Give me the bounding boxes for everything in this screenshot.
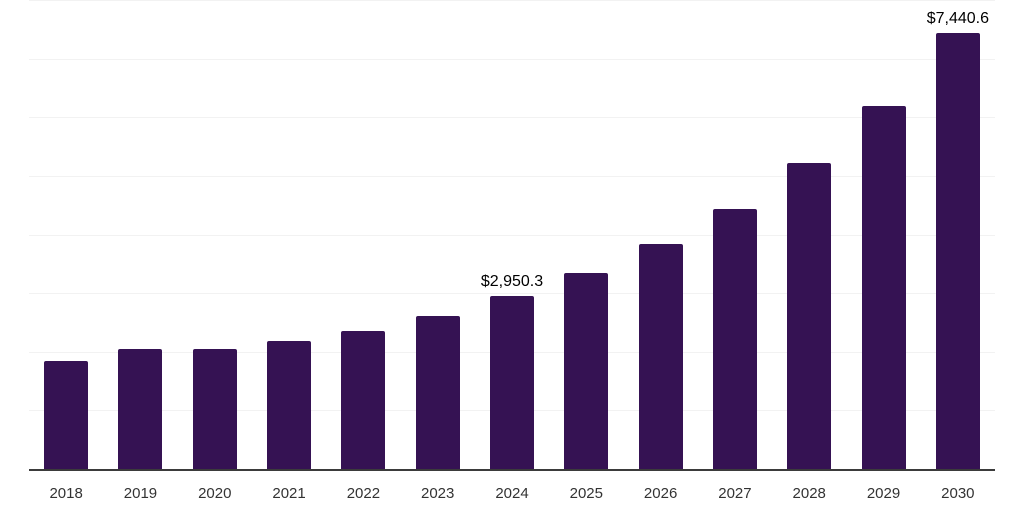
bar-2022 (341, 330, 386, 469)
x-tick-label-2026: 2026 (643, 485, 678, 502)
x-tick-label-2020: 2020 (198, 485, 232, 502)
x-tick-label-2028: 2028 (792, 485, 826, 502)
bar-2028 (787, 162, 832, 469)
gridline-6000 (29, 117, 995, 119)
data-label-2030: $7,440.6 (926, 9, 989, 27)
bar-2018 (44, 360, 89, 469)
bar-2024 (490, 296, 534, 469)
bar-2020 (192, 348, 237, 469)
gridline-8000 (29, 0, 995, 1)
gridline-5000 (29, 175, 995, 177)
x-tick-label-2024: 2024 (495, 485, 529, 502)
bar-2023 (415, 315, 460, 469)
x-axis-line (29, 469, 995, 471)
bar-2027 (712, 208, 757, 469)
gridline-4000 (29, 234, 995, 236)
x-tick-label-2025: 2025 (569, 485, 603, 502)
x-tick-label-2027: 2027 (718, 485, 752, 502)
bar-2019 (118, 349, 163, 469)
bar-2021 (267, 340, 312, 469)
bar-2029 (861, 105, 906, 469)
data-label-2024: $2,950.3 (480, 273, 544, 291)
x-tick-label-2019: 2019 (123, 485, 158, 502)
bar-2030 (935, 32, 980, 469)
x-tick-label-2029: 2029 (866, 485, 901, 502)
bar-2025 (564, 273, 609, 469)
bar-2026 (638, 243, 683, 469)
gridline-3000 (29, 293, 995, 295)
gridline-7000 (29, 58, 995, 60)
x-tick-label-2018: 2018 (49, 485, 83, 502)
x-tick-label-2022: 2022 (346, 485, 381, 502)
x-tick-label-2021: 2021 (272, 485, 306, 502)
x-tick-label-2030: 2030 (941, 485, 975, 502)
x-tick-label-2023: 2023 (421, 485, 455, 502)
